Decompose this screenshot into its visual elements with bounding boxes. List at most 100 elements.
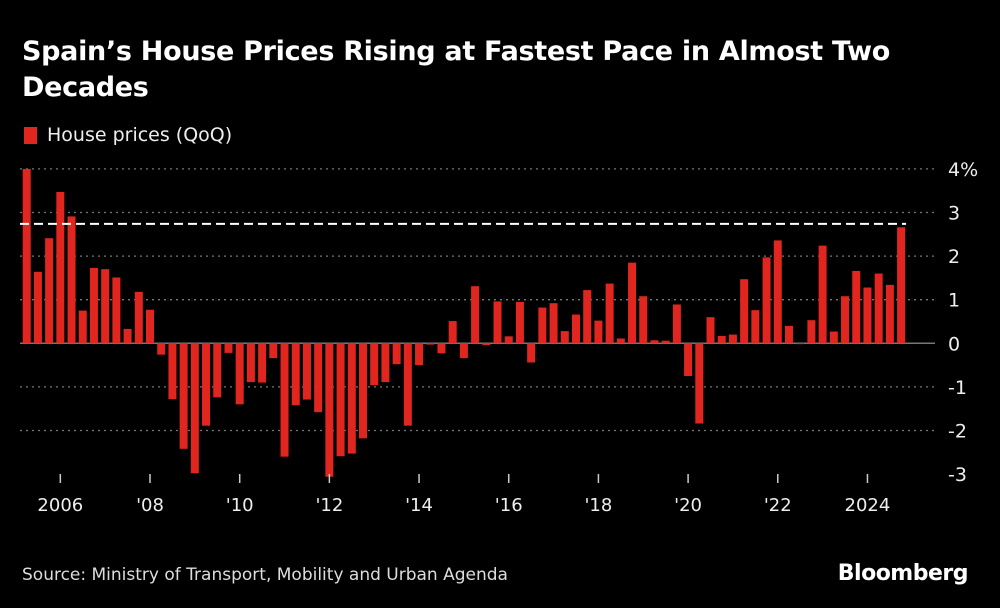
bar (22, 168, 31, 344)
bar (134, 291, 143, 344)
bar (897, 227, 906, 344)
y-tick-label: 2 (948, 246, 960, 268)
bar (123, 328, 132, 344)
bar (762, 257, 771, 344)
bar (874, 273, 883, 344)
bar (605, 283, 614, 344)
x-tick-label: '20 (674, 495, 702, 516)
bloomberg-logo: Bloomberg (837, 561, 969, 586)
bar (336, 343, 345, 457)
bar (661, 340, 670, 344)
bar (852, 270, 861, 344)
bar (202, 343, 211, 426)
bar (717, 335, 726, 344)
bar (56, 192, 65, 344)
bar (527, 343, 536, 363)
x-tick-label: '14 (405, 495, 433, 516)
bar (818, 245, 827, 344)
legend: House prices (QoQ) (24, 124, 232, 146)
bar (269, 343, 278, 359)
bar (168, 343, 177, 400)
bar (471, 286, 480, 344)
bar (571, 314, 580, 344)
y-tick-label: -3 (948, 464, 967, 486)
bar (863, 287, 872, 344)
bar (885, 284, 894, 344)
bar (538, 307, 547, 344)
bar (796, 343, 805, 345)
legend-swatch (24, 126, 37, 144)
bar (314, 343, 323, 413)
bar (493, 301, 502, 344)
bar (392, 343, 401, 365)
bar (459, 343, 468, 359)
bar (89, 267, 98, 344)
x-tick-label: 2024 (845, 495, 891, 516)
bar (403, 343, 412, 426)
bar (448, 321, 457, 344)
bar (740, 279, 749, 344)
bar (146, 309, 155, 344)
bar (560, 331, 569, 344)
bar (381, 343, 390, 383)
chart-title: Spain’s House Prices Rising at Fastest P… (22, 36, 891, 103)
bar (549, 303, 558, 344)
bar (45, 238, 54, 344)
bar (437, 343, 446, 354)
bar (302, 343, 311, 400)
x-tick-label: '12 (315, 495, 343, 516)
bar (639, 296, 648, 344)
bar (650, 340, 659, 344)
bar (325, 343, 334, 477)
bar (213, 343, 222, 398)
y-tick-label: 3 (948, 203, 960, 225)
bar (684, 343, 693, 376)
x-tick-label: '18 (584, 495, 612, 516)
bar (773, 240, 782, 344)
bar (112, 277, 121, 344)
bar (784, 325, 793, 344)
bar (101, 269, 110, 344)
bar (515, 301, 524, 344)
bar (728, 334, 737, 344)
bar (370, 343, 379, 386)
bar (347, 343, 356, 454)
bar (246, 343, 255, 383)
bar (78, 310, 87, 344)
x-tick-label: '08 (136, 495, 164, 516)
bar (706, 317, 715, 344)
bar (415, 343, 424, 366)
bar (594, 320, 603, 344)
bar (33, 271, 42, 344)
y-tick-label: -2 (948, 421, 967, 443)
bar (359, 343, 367, 439)
bar (426, 343, 435, 345)
bar (695, 343, 704, 424)
bar (807, 320, 816, 344)
bar (179, 343, 188, 449)
bar (841, 296, 850, 344)
y-tick-label: 1 (948, 290, 960, 312)
y-tick-label: 4% (948, 159, 978, 181)
bar (67, 216, 76, 344)
bar (224, 343, 233, 353)
bar (583, 290, 592, 344)
bar (616, 338, 625, 344)
bar (258, 343, 267, 383)
x-tick-label: '22 (764, 495, 792, 516)
y-tick-label: -1 (948, 377, 967, 399)
bar (628, 262, 637, 344)
bar (751, 310, 760, 344)
x-tick-label: '16 (495, 495, 523, 516)
bar (235, 343, 244, 405)
bar (482, 343, 491, 346)
y-tick-label: 0 (948, 333, 960, 355)
legend-label: House prices (QoQ) (47, 124, 233, 146)
bar (672, 304, 681, 344)
x-tick-label: 2006 (37, 495, 83, 516)
bar (291, 343, 300, 406)
source-note: Source: Ministry of Transport, Mobility … (22, 565, 508, 585)
bar (190, 343, 199, 474)
bar (157, 343, 166, 355)
